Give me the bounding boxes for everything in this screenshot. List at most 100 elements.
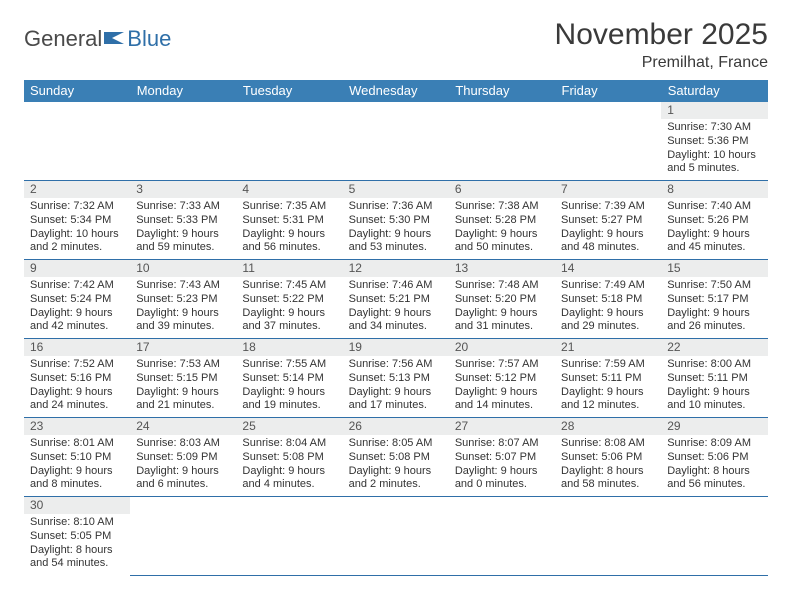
calendar-cell: 26Sunrise: 8:05 AMSunset: 5:08 PMDayligh… [343, 418, 449, 497]
day-body: Sunrise: 7:46 AMSunset: 5:21 PMDaylight:… [343, 277, 449, 338]
day-number: 7 [555, 181, 661, 198]
location: Premilhat, France [555, 54, 768, 72]
day-body: Sunrise: 7:43 AMSunset: 5:23 PMDaylight:… [130, 277, 236, 338]
day-body: Sunrise: 8:01 AMSunset: 5:10 PMDaylight:… [24, 435, 130, 496]
calendar-cell: 19Sunrise: 7:56 AMSunset: 5:13 PMDayligh… [343, 339, 449, 418]
day-body: Sunrise: 7:48 AMSunset: 5:20 PMDaylight:… [449, 277, 555, 338]
calendar-cell: 10Sunrise: 7:43 AMSunset: 5:23 PMDayligh… [130, 260, 236, 339]
day-body: Sunrise: 7:36 AMSunset: 5:30 PMDaylight:… [343, 198, 449, 259]
sunset-text: Sunset: 5:24 PM [30, 293, 124, 307]
calendar-cell: 16Sunrise: 7:52 AMSunset: 5:16 PMDayligh… [24, 339, 130, 418]
sunset-text: Sunset: 5:26 PM [667, 214, 761, 228]
daylight-text: Daylight: 9 hours and 12 minutes. [561, 386, 655, 414]
sunrise-text: Sunrise: 7:32 AM [30, 200, 124, 214]
day-body: Sunrise: 7:39 AMSunset: 5:27 PMDaylight:… [555, 198, 661, 259]
calendar-cell: 18Sunrise: 7:55 AMSunset: 5:14 PMDayligh… [236, 339, 342, 418]
calendar-cell: 27Sunrise: 8:07 AMSunset: 5:07 PMDayligh… [449, 418, 555, 497]
day-body: Sunrise: 8:10 AMSunset: 5:05 PMDaylight:… [24, 514, 130, 575]
sunset-text: Sunset: 5:20 PM [455, 293, 549, 307]
sunset-text: Sunset: 5:05 PM [30, 530, 124, 544]
day-number: 8 [661, 181, 767, 198]
daylight-text: Daylight: 9 hours and 42 minutes. [30, 307, 124, 335]
calendar-cell [130, 102, 236, 181]
sunset-text: Sunset: 5:18 PM [561, 293, 655, 307]
sunset-text: Sunset: 5:06 PM [561, 451, 655, 465]
calendar-table: Sunday Monday Tuesday Wednesday Thursday… [24, 80, 768, 576]
day-number: 1 [661, 102, 767, 119]
calendar-cell: 3Sunrise: 7:33 AMSunset: 5:33 PMDaylight… [130, 181, 236, 260]
sunset-text: Sunset: 5:06 PM [667, 451, 761, 465]
day-number: 17 [130, 339, 236, 356]
calendar-cell: 8Sunrise: 7:40 AMSunset: 5:26 PMDaylight… [661, 181, 767, 260]
header: General Blue November 2025 Premilhat, Fr… [24, 18, 768, 72]
day-body: Sunrise: 7:33 AMSunset: 5:33 PMDaylight:… [130, 198, 236, 259]
daylight-text: Daylight: 9 hours and 21 minutes. [136, 386, 230, 414]
logo: General Blue [24, 26, 171, 52]
logo-text-2: Blue [127, 26, 171, 52]
calendar-cell [449, 102, 555, 181]
calendar-cell: 11Sunrise: 7:45 AMSunset: 5:22 PMDayligh… [236, 260, 342, 339]
day-number: 9 [24, 260, 130, 277]
day-number: 24 [130, 418, 236, 435]
sunset-text: Sunset: 5:27 PM [561, 214, 655, 228]
daylight-text: Daylight: 9 hours and 14 minutes. [455, 386, 549, 414]
sunset-text: Sunset: 5:07 PM [455, 451, 549, 465]
daylight-text: Daylight: 9 hours and 56 minutes. [242, 228, 336, 256]
day-number: 25 [236, 418, 342, 435]
day-number: 16 [24, 339, 130, 356]
day-body: Sunrise: 7:35 AMSunset: 5:31 PMDaylight:… [236, 198, 342, 259]
calendar-cell: 20Sunrise: 7:57 AMSunset: 5:12 PMDayligh… [449, 339, 555, 418]
day-body: Sunrise: 8:00 AMSunset: 5:11 PMDaylight:… [661, 356, 767, 417]
calendar-cell: 2Sunrise: 7:32 AMSunset: 5:34 PMDaylight… [24, 181, 130, 260]
flag-icon [104, 26, 126, 52]
calendar-cell [24, 102, 130, 181]
day-body: Sunrise: 7:59 AMSunset: 5:11 PMDaylight:… [555, 356, 661, 417]
weekday-header: Wednesday [343, 80, 449, 102]
calendar-cell [661, 497, 767, 576]
day-body: Sunrise: 7:49 AMSunset: 5:18 PMDaylight:… [555, 277, 661, 338]
daylight-text: Daylight: 10 hours and 5 minutes. [667, 149, 761, 177]
day-number: 19 [343, 339, 449, 356]
weekday-header: Tuesday [236, 80, 342, 102]
daylight-text: Daylight: 9 hours and 24 minutes. [30, 386, 124, 414]
day-number: 22 [661, 339, 767, 356]
day-number: 29 [661, 418, 767, 435]
calendar-cell [130, 497, 236, 576]
sunrise-text: Sunrise: 8:05 AM [349, 437, 443, 451]
daylight-text: Daylight: 9 hours and 8 minutes. [30, 465, 124, 493]
sunrise-text: Sunrise: 7:59 AM [561, 358, 655, 372]
day-body: Sunrise: 7:45 AMSunset: 5:22 PMDaylight:… [236, 277, 342, 338]
day-body: Sunrise: 7:38 AMSunset: 5:28 PMDaylight:… [449, 198, 555, 259]
daylight-text: Daylight: 9 hours and 50 minutes. [455, 228, 549, 256]
calendar-cell: 14Sunrise: 7:49 AMSunset: 5:18 PMDayligh… [555, 260, 661, 339]
day-body: Sunrise: 8:08 AMSunset: 5:06 PMDaylight:… [555, 435, 661, 496]
sunset-text: Sunset: 5:31 PM [242, 214, 336, 228]
daylight-text: Daylight: 9 hours and 34 minutes. [349, 307, 443, 335]
day-number: 6 [449, 181, 555, 198]
day-body: Sunrise: 7:52 AMSunset: 5:16 PMDaylight:… [24, 356, 130, 417]
sunrise-text: Sunrise: 8:09 AM [667, 437, 761, 451]
calendar-cell: 29Sunrise: 8:09 AMSunset: 5:06 PMDayligh… [661, 418, 767, 497]
sunrise-text: Sunrise: 7:45 AM [242, 279, 336, 293]
day-number: 12 [343, 260, 449, 277]
daylight-text: Daylight: 9 hours and 10 minutes. [667, 386, 761, 414]
day-number: 13 [449, 260, 555, 277]
day-body: Sunrise: 8:03 AMSunset: 5:09 PMDaylight:… [130, 435, 236, 496]
day-number: 3 [130, 181, 236, 198]
daylight-text: Daylight: 9 hours and 53 minutes. [349, 228, 443, 256]
day-body: Sunrise: 7:55 AMSunset: 5:14 PMDaylight:… [236, 356, 342, 417]
daylight-text: Daylight: 9 hours and 48 minutes. [561, 228, 655, 256]
day-number: 5 [343, 181, 449, 198]
calendar-cell [236, 102, 342, 181]
day-number: 11 [236, 260, 342, 277]
sunset-text: Sunset: 5:17 PM [667, 293, 761, 307]
daylight-text: Daylight: 8 hours and 54 minutes. [30, 544, 124, 572]
sunrise-text: Sunrise: 7:36 AM [349, 200, 443, 214]
day-body: Sunrise: 7:56 AMSunset: 5:13 PMDaylight:… [343, 356, 449, 417]
page-title: November 2025 [555, 18, 768, 52]
daylight-text: Daylight: 9 hours and 39 minutes. [136, 307, 230, 335]
sunrise-text: Sunrise: 8:10 AM [30, 516, 124, 530]
sunset-text: Sunset: 5:30 PM [349, 214, 443, 228]
daylight-text: Daylight: 9 hours and 6 minutes. [136, 465, 230, 493]
sunrise-text: Sunrise: 7:55 AM [242, 358, 336, 372]
